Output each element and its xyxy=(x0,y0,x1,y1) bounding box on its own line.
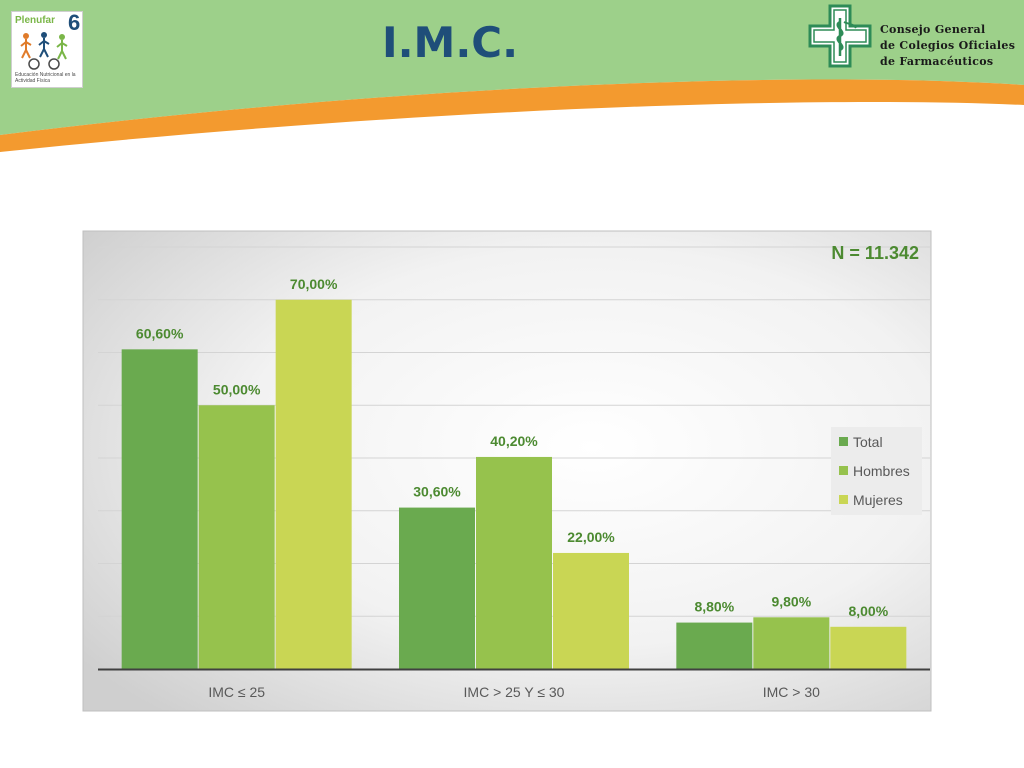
bar-mujeres-2 xyxy=(553,552,629,669)
org-name-line-2: de Colegios Oficiales xyxy=(880,39,1016,52)
bar-total-2 xyxy=(399,507,475,669)
bar-total-3 xyxy=(676,622,753,669)
pharmacy-cross-logo xyxy=(808,4,872,68)
header-orange-swoosh xyxy=(0,79,1024,152)
legend-label-mujeres: Mujeres xyxy=(853,492,903,508)
data-label-mujeres-1: 70,00% xyxy=(290,276,338,292)
data-label-total-1: 60,60% xyxy=(136,325,184,341)
data-label-hombres-3: 9,80% xyxy=(771,593,811,609)
legend-swatch-hombres xyxy=(839,466,848,475)
data-label-total-3: 8,80% xyxy=(694,599,734,615)
legend-swatch-total xyxy=(839,437,848,446)
bar-hombres-2 xyxy=(476,456,552,669)
legend-label-total: Total xyxy=(853,434,883,450)
data-label-hombres-2: 40,20% xyxy=(490,433,538,449)
plenufar-logo: Plenufar 6 Educación Nutricional en la A… xyxy=(11,10,83,88)
org-name-line-1: Consejo General xyxy=(880,23,986,36)
category-labels: IMC ≤ 25 IMC > 25 Y ≤ 30 IMC > 30 xyxy=(208,684,820,700)
bar-hombres-3 xyxy=(753,617,830,669)
bars xyxy=(121,299,907,669)
data-label-hombres-1: 50,00% xyxy=(213,381,261,397)
organization-name: Consejo General de Colegios Oficiales de… xyxy=(880,22,1015,70)
athletes-icon xyxy=(20,32,68,70)
category-label-2: IMC > 25 Y ≤ 30 xyxy=(464,684,565,700)
bar-mujeres-1 xyxy=(275,299,352,669)
logo-subtitle: Educación Nutricional en la Actividad Fí… xyxy=(15,72,76,84)
bar-hombres-1 xyxy=(198,405,275,669)
category-label-3: IMC > 30 xyxy=(763,684,820,700)
sample-size-annotation: N = 11.342 xyxy=(831,243,919,263)
org-name-line-3: de Farmacéuticos xyxy=(880,55,994,68)
header-background xyxy=(0,0,1024,152)
legend-swatch-mujeres xyxy=(839,495,848,504)
logo-number-text: 6 xyxy=(68,10,81,35)
bar-total-1 xyxy=(121,349,198,669)
logo-brand-text: Plenufar xyxy=(15,15,56,26)
data-labels: 60,60% 50,00% 70,00% 30,60% 40,20% 22,00% 8,80… xyxy=(136,276,889,619)
legend-label-hombres: Hombres xyxy=(853,463,910,479)
category-label-1: IMC ≤ 25 xyxy=(208,684,265,700)
slide-title: I.M.C. xyxy=(381,18,519,67)
data-label-mujeres-2: 22,00% xyxy=(567,529,615,545)
legend: Total Hombres Mujeres xyxy=(831,427,922,515)
bar-mujeres-3 xyxy=(830,626,907,669)
data-label-total-2: 30,60% xyxy=(413,484,461,500)
data-label-mujeres-3: 8,00% xyxy=(848,603,888,619)
header-green-band xyxy=(0,0,1024,135)
